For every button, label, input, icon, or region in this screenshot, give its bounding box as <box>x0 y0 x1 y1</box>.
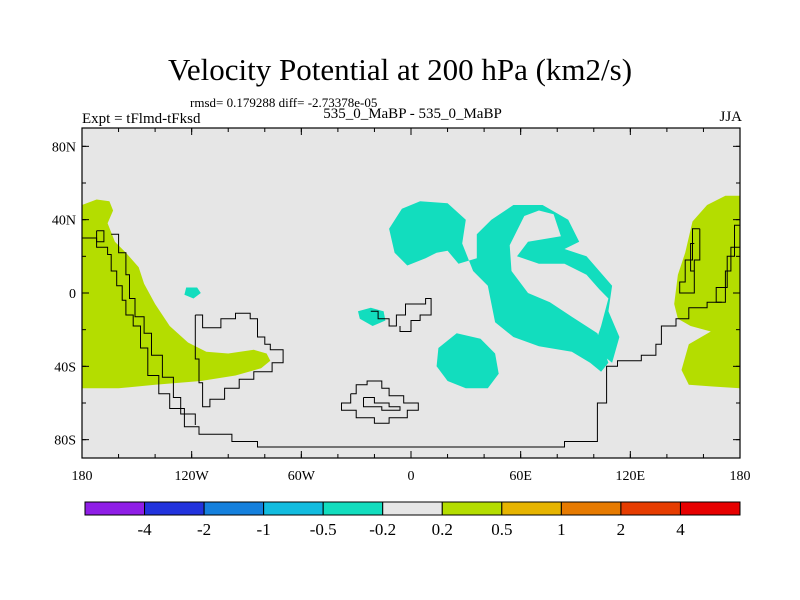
colorbar-label: 1 <box>557 520 566 539</box>
x-tick-label: 60E <box>509 469 532 484</box>
axis-ticks: 180 120W 60W 0 60E 120E 180 80N 40N 0 40S 80S <box>52 128 751 484</box>
colorbar-swatch <box>679 501 741 516</box>
colorbar-swatch <box>322 501 384 516</box>
coast-outline-pacific-island <box>96 230 105 243</box>
x-tick-label: 120W <box>175 469 210 484</box>
coast-outline-pacific-isle-east <box>679 228 701 294</box>
y-tick-label: 40S <box>54 360 76 375</box>
colorbar-swatch <box>441 501 503 516</box>
x-tick-label: 0 <box>408 469 415 484</box>
colorbar-label: -2 <box>197 520 211 539</box>
colorbar-swatch <box>263 501 324 516</box>
coast-outline-africa-north <box>370 298 432 332</box>
y-tick-label: 80S <box>54 434 76 449</box>
positive-region-west-americas <box>82 199 271 389</box>
colorbar-label: -4 <box>137 520 152 539</box>
colorbar: -4 -2 -1 -0.5 -0.2 0.2 0.5 1 2 4 <box>84 501 741 539</box>
colorbar-label: -0.5 <box>310 520 337 539</box>
coast-outline-western-pacific <box>715 224 740 303</box>
colorbar-swatch <box>560 501 622 516</box>
colorbar-swatch <box>84 501 146 516</box>
negative-region-south-atlantic <box>436 333 499 389</box>
season-label: JJA <box>719 109 742 125</box>
coastline-outlines <box>82 224 740 448</box>
chart-title: Velocity Potential at 200 hPa (km2/s) <box>167 52 633 87</box>
negative-region-asia-africa <box>389 201 620 372</box>
y-tick-label: 0 <box>69 287 76 302</box>
x-tick-label: 180 <box>730 469 751 484</box>
coast-outline-south-america-south <box>194 312 284 408</box>
colorbar-swatch <box>203 501 265 516</box>
colorbar-swatch <box>620 501 681 516</box>
stats-label: rmsd= 0.179288 diff= -2.73378e-05 <box>190 95 378 110</box>
negative-region-small-blob <box>184 287 201 299</box>
x-tick-label: 180 <box>72 469 93 484</box>
colorbar-label: 0.2 <box>432 520 453 539</box>
coast-outline-americas-west <box>82 237 740 448</box>
x-tick-label: 120E <box>616 469 646 484</box>
y-tick-label: 40N <box>52 214 76 229</box>
case-label: 535_0_MaBP - 535_0_MaBP <box>323 106 502 122</box>
coast-outline-americas-east <box>111 233 196 425</box>
colorbar-label: -0.2 <box>369 520 396 539</box>
y-tick-label: 80N <box>52 140 76 155</box>
coast-outline-africa-south-ring <box>341 380 419 424</box>
experiment-label: Expt = tFlmd-tFksd <box>82 111 201 127</box>
colorbar-label: 0.5 <box>491 520 512 539</box>
positive-region-small-blob <box>109 256 130 273</box>
colorbar-label: 2 <box>617 520 626 539</box>
coast-outline-pacific-isle-inner <box>690 243 695 272</box>
colorbar-swatch <box>382 501 443 516</box>
colorbar-swatch <box>501 501 562 516</box>
coast-outline-africa-south-inner <box>363 397 401 411</box>
colorbar-label: 4 <box>676 520 685 539</box>
colorbar-label: -1 <box>257 520 271 539</box>
colorbar-swatch <box>144 501 205 516</box>
x-tick-label: 60W <box>288 469 316 484</box>
